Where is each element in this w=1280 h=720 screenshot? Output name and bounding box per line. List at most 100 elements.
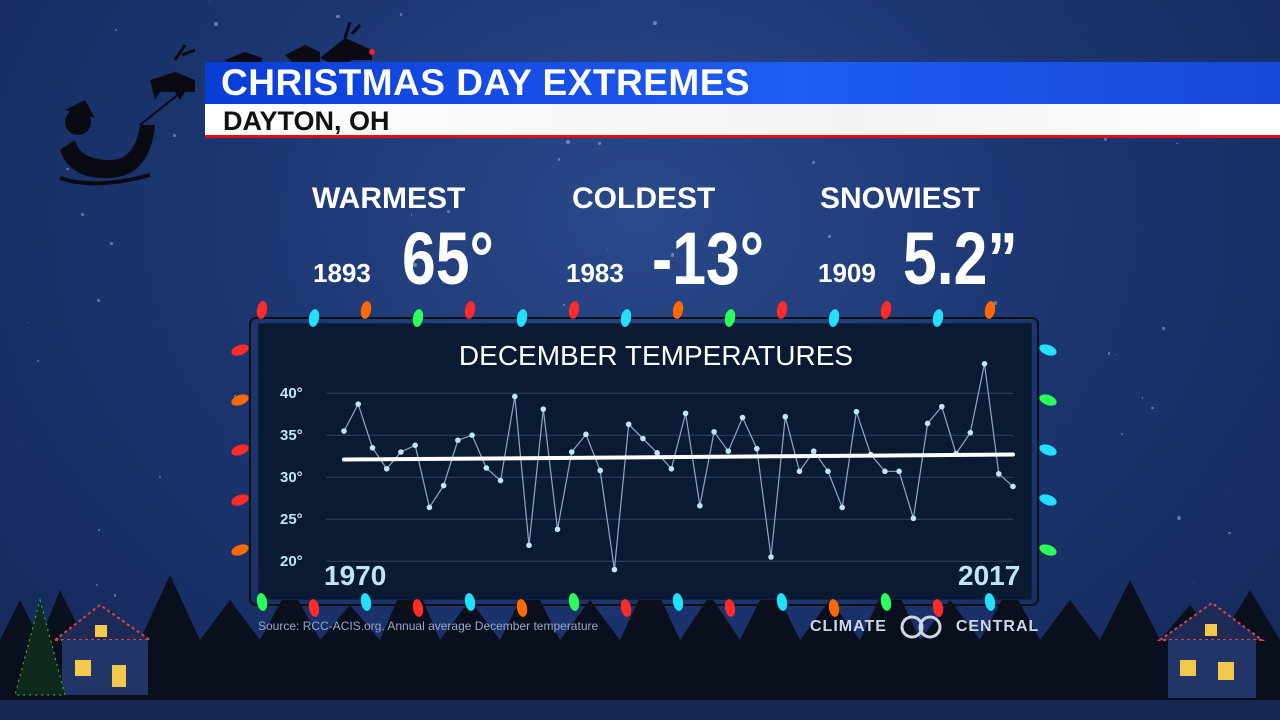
light-bulb: [568, 593, 580, 611]
snowflake: [565, 139, 570, 144]
snowflake: [97, 528, 101, 531]
snowflake: [557, 158, 561, 161]
light-bulb: [1039, 444, 1057, 456]
data-point: [412, 442, 418, 449]
data-point: [540, 406, 547, 412]
logo-text-right: CENTRAL: [955, 618, 1040, 635]
stat-year: 1893: [313, 258, 371, 288]
snowflake: [468, 280, 470, 282]
light-bulb: [880, 593, 892, 611]
house-right-icon: [1156, 601, 1266, 698]
data-point: [697, 502, 703, 509]
snowflake: [113, 594, 116, 597]
light-bulb: [516, 309, 528, 327]
location-subtitle: DAYTON, OH: [205, 104, 1280, 138]
snowflake: [1161, 327, 1166, 331]
snowflake: [214, 22, 218, 26]
snowflake: [26, 322, 28, 324]
light-bulb: [620, 599, 632, 617]
light-bulb: [256, 593, 268, 611]
light-bulb: [308, 309, 320, 327]
data-point: [725, 448, 732, 454]
snowflake: [114, 28, 117, 31]
temperature-chart: DECEMBER TEMPERATURES 20° 25° 30° 35° 40° 19…: [280, 340, 1020, 591]
snowflake: [95, 583, 99, 586]
light-bulb: [412, 599, 424, 617]
data-point: [910, 515, 917, 522]
snowflake: [412, 262, 417, 267]
light-bulb: [516, 599, 528, 617]
series-line: [343, 363, 1014, 570]
climate-central-logo: CLIMATE CENTRAL: [810, 615, 1039, 639]
data-point: [839, 504, 845, 511]
snowflake: [960, 270, 962, 272]
snowflake: [335, 14, 340, 19]
stat-value: -13°: [652, 217, 764, 300]
stat-value: 65°: [402, 217, 494, 300]
stat-year: 1909: [818, 258, 876, 288]
light-bulb: [776, 301, 788, 319]
snowflake: [81, 213, 84, 216]
light-bulb: [308, 599, 320, 617]
data-point: [483, 465, 490, 471]
light-bulb: [1039, 544, 1057, 556]
data-point: [995, 471, 1002, 477]
data-point: [383, 466, 390, 472]
light-bulb: [1039, 394, 1057, 406]
snowflake: [1151, 406, 1154, 410]
snowflake: [993, 301, 997, 305]
stat-label: SNOWIEST: [820, 182, 981, 215]
y-tick-label: 40°: [280, 385, 303, 402]
light-bulb: [412, 309, 424, 327]
data-point: [526, 542, 532, 549]
light-bulb: [464, 301, 476, 319]
y-tick-label: 30°: [280, 469, 303, 486]
snowflake: [607, 248, 609, 251]
snowflake: [233, 394, 236, 397]
snowflake: [653, 21, 658, 25]
snowflake: [97, 299, 101, 303]
light-bulb: [984, 593, 996, 611]
light-bulb: [776, 593, 788, 611]
light-bulb: [231, 344, 249, 356]
snowflake: [1120, 433, 1124, 436]
data-point: [981, 361, 988, 367]
data-point: [753, 445, 760, 452]
data-point: [782, 413, 789, 420]
light-bulb: [828, 599, 840, 617]
snowflake: [1141, 397, 1144, 399]
snowflake: [1176, 143, 1178, 145]
data-point: [455, 437, 461, 444]
data-point: [341, 428, 347, 434]
light-bulb: [828, 309, 840, 327]
light-bulb: [231, 394, 249, 406]
data-point: [355, 401, 362, 407]
stat-label: COLDEST: [572, 182, 716, 215]
header-banner: CHRISTMAS DAY EXTREMES DAYTON, OH: [205, 62, 1280, 140]
logo-rings-icon: [900, 615, 942, 639]
snowflake: [597, 141, 602, 146]
source-note: Source: RCC-ACIS.org. Annual average Dec…: [258, 619, 599, 633]
snowflake: [828, 234, 832, 238]
data-point: [924, 420, 931, 427]
data-point: [1010, 483, 1016, 490]
data-point: [967, 429, 974, 436]
light-bulb: [724, 599, 736, 617]
stat-value: 5.2”: [903, 217, 1018, 300]
treeline: [0, 570, 1280, 720]
snowflake: [411, 214, 413, 216]
data-point: [939, 403, 945, 410]
light-bulb: [1039, 494, 1057, 506]
light-bulb: [620, 309, 632, 327]
light-bulb: [724, 309, 736, 327]
data-point: [739, 414, 746, 421]
chart-panel: [258, 323, 1032, 600]
light-bulb: [360, 301, 372, 319]
house-left-icon: [52, 603, 154, 695]
snowflake: [172, 134, 176, 138]
light-bulb: [231, 444, 249, 456]
snowflake: [670, 252, 675, 257]
santa-sleigh-icon: [59, 21, 375, 186]
data-point: [583, 431, 589, 438]
